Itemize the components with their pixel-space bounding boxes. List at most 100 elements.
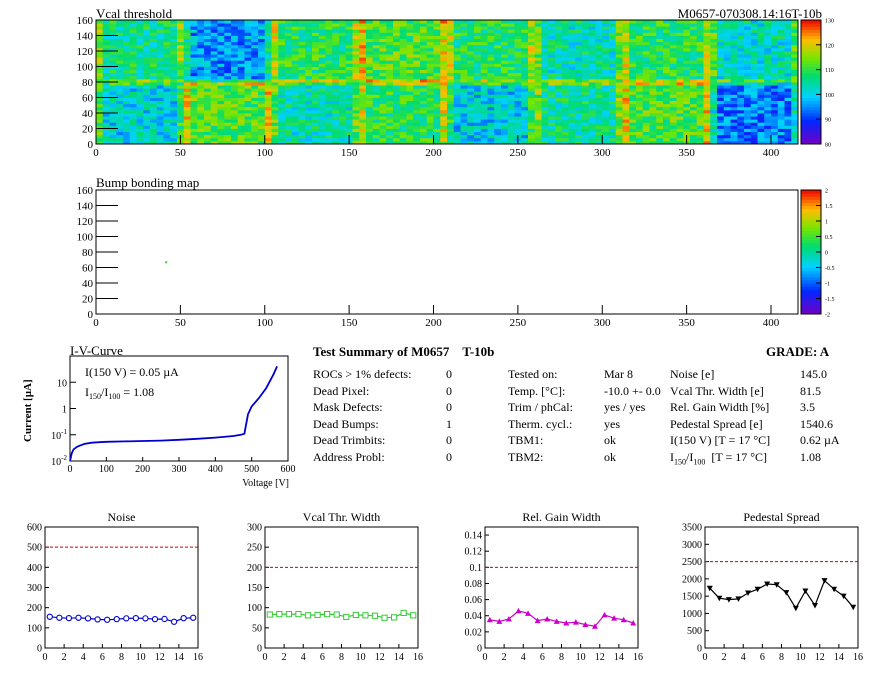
vcal-heatmap-cell: [156, 51, 164, 55]
vcal-heatmap-cell: [109, 54, 117, 58]
vcal-heatmap-cell: [190, 57, 198, 61]
vcal-heatmap-cell: [352, 119, 360, 123]
vcal-heatmap-cell: [318, 35, 326, 39]
vcal-xtick-label: 350: [678, 147, 695, 159]
vcal-heatmap-cell: [190, 26, 198, 30]
vcal-heatmap-cell: [750, 82, 758, 86]
vcal-heatmap-cell: [96, 88, 104, 92]
vcal-heatmap-cell: [359, 134, 367, 139]
vcal-heatmap-cell: [588, 128, 596, 132]
vcal-heatmap-cell: [129, 131, 137, 136]
vcal-heatmap-cell: [777, 47, 785, 52]
vcal-heatmap-cell: [291, 26, 299, 30]
vcal-heatmap-cell: [636, 66, 644, 70]
vcal-heatmap-cell: [521, 75, 529, 80]
vcal-heatmap-cell: [784, 20, 792, 24]
vcal-heatmap-cell: [399, 57, 407, 61]
vcal-width-data-point: [381, 614, 388, 621]
vcal-heatmap-cell: [568, 119, 576, 123]
vcal-heatmap-cell: [615, 51, 623, 55]
vcal-heatmap-cell: [474, 32, 482, 36]
vcal-heatmap-cell: [447, 85, 455, 89]
noise-data-point: [180, 615, 187, 622]
vcal-heatmap-cell: [602, 35, 610, 39]
vcal-heatmap-cell: [143, 100, 151, 105]
vcal-heatmap-cell: [339, 131, 347, 136]
vcal-heatmap-cell: [534, 75, 542, 80]
vcal-heatmap-cell: [96, 97, 104, 101]
iv-ylabel: Current [µA]: [22, 379, 34, 442]
vcal-heatmap-cell: [440, 44, 448, 49]
vcal-heatmap-cell: [285, 122, 293, 126]
vcal-heatmap-cell: [582, 29, 590, 33]
vcal-ytick-label: 60: [82, 93, 94, 105]
vcal-heatmap-cell: [332, 113, 340, 117]
vcal-scale-swatch: [801, 82, 821, 86]
vcal-heatmap-cell: [663, 51, 671, 55]
vcal-heatmap-cell: [690, 85, 698, 89]
vcal-heatmap-cell: [379, 63, 387, 67]
vcal-heatmap-cell: [676, 113, 684, 117]
vcal-heatmap-cell: [123, 100, 131, 105]
vcal-heatmap-cell: [582, 41, 590, 46]
vcal-heatmap-cell: [345, 60, 353, 64]
vcal-heatmap-cell: [568, 60, 576, 64]
vcal-heatmap-cell: [123, 137, 131, 142]
vcal-heatmap-cell: [150, 137, 158, 142]
vcal-heatmap-cell: [555, 131, 563, 136]
vcal-heatmap-cell: [244, 140, 252, 145]
vcal-heatmap-cell: [683, 119, 691, 123]
vcal-heatmap-cell: [386, 137, 394, 142]
vcal-heatmap-cell: [534, 113, 542, 117]
vcal-width-data-point: [410, 612, 417, 619]
vcal-heatmap-cell: [170, 44, 178, 49]
vcal-heatmap-cell: [210, 131, 218, 136]
vcal-heatmap-cell: [656, 122, 664, 126]
vcal-heatmap-cell: [258, 20, 266, 24]
vcal-heatmap-cell: [123, 103, 131, 108]
vcal-heatmap-cell: [676, 103, 684, 108]
vcal-heatmap-cell: [332, 75, 340, 80]
vcal-heatmap-cell: [750, 66, 758, 70]
vcal-heatmap-cell: [642, 91, 650, 95]
vcal-heatmap-cell: [649, 66, 657, 70]
vcal-heatmap-cell: [217, 23, 225, 27]
vcal-heatmap-cell: [771, 122, 779, 126]
vcal-heatmap-cell: [534, 119, 542, 123]
vcal-scale-swatch: [801, 47, 821, 52]
vcal-heatmap-cell: [372, 106, 380, 111]
vcal-heatmap-cell: [615, 103, 623, 108]
vcal-heatmap-cell: [737, 20, 745, 24]
vcal-heatmap-cell: [453, 66, 461, 70]
gain-width-data-point: [544, 615, 551, 622]
vcal-heatmap-cell: [251, 131, 259, 136]
vcal-heatmap-cell: [345, 100, 353, 105]
vcal-heatmap-cell: [305, 82, 313, 86]
vcal-heatmap-cell: [757, 23, 765, 27]
vcal-heatmap-cell: [210, 57, 218, 61]
vcal-heatmap-cell: [710, 54, 718, 58]
vcal-heatmap-cell: [723, 128, 731, 132]
vcal-heatmap-cell: [339, 41, 347, 46]
vcal-heatmap-cell: [595, 47, 603, 52]
vcal-heatmap-cell: [150, 32, 158, 36]
vcal-heatmap-cell: [676, 116, 684, 120]
vcal-heatmap-cell: [359, 82, 367, 86]
vcal-heatmap-cell: [555, 137, 563, 142]
vcal-heatmap-cell: [622, 113, 630, 117]
vcal-heatmap-cell: [426, 122, 434, 126]
vcal-heatmap-cell: [683, 88, 691, 92]
vcal-heatmap-cell: [467, 122, 475, 126]
vcal-heatmap-cell: [345, 41, 353, 46]
vcal-heatmap-cell: [541, 134, 549, 139]
vcal-heatmap-cell: [210, 91, 218, 95]
vcal-heatmap-cell: [190, 109, 198, 114]
vcal-heatmap-cell: [244, 91, 252, 95]
vcal-heatmap-cell: [359, 103, 367, 108]
vcal-heatmap-cell: [453, 29, 461, 33]
vcal-heatmap-cell: [744, 131, 752, 136]
vcal-heatmap-cell: [575, 94, 583, 98]
vcal-heatmap-cell: [102, 100, 110, 105]
vcal-heatmap-cell: [453, 44, 461, 49]
vcal-heatmap-cell: [683, 72, 691, 77]
